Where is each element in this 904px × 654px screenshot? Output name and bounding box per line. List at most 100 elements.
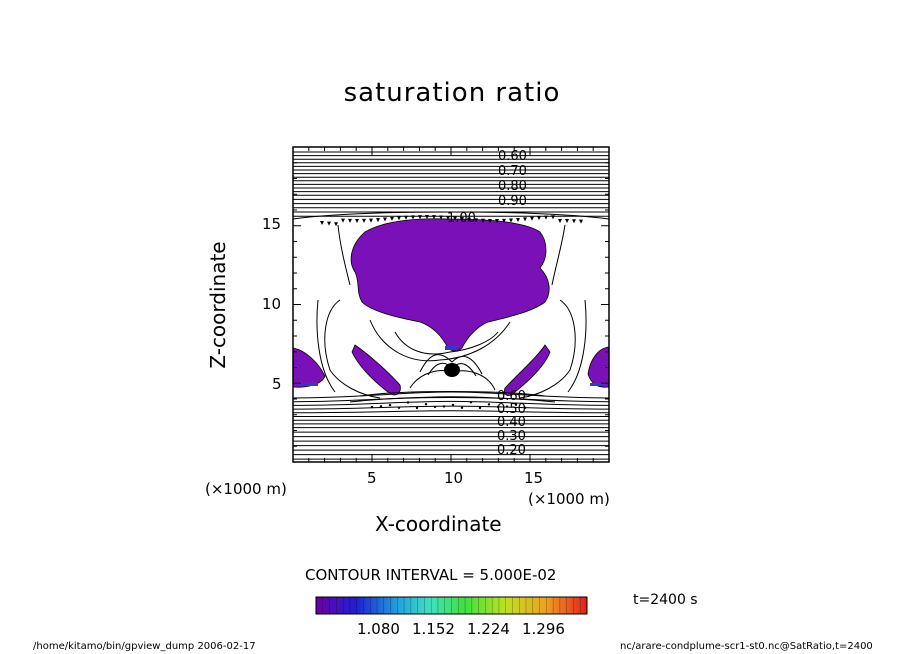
contour-tick [495,218,499,223]
contour-tick [379,405,383,408]
blue-fringe [298,383,318,386]
contour-tick [397,406,401,409]
contour-tick [415,406,419,410]
contour-tick [341,218,345,223]
contour-tick [544,215,548,220]
contour-value-label: 0.20 [497,443,526,458]
colorbar-tick-label: 1.080 [357,620,400,638]
contour-tick [530,216,534,221]
contour-tick [565,219,569,224]
contour-tick [451,403,455,407]
blue-fringe [590,383,606,386]
saturated-right-arm [503,344,551,396]
saturated-right-edge [587,346,609,388]
contour-line [293,410,609,414]
contour-value-label: 0.90 [498,194,527,209]
contour-tick [496,405,500,409]
colorbar-tick-label: 1.296 [522,620,565,638]
contour-value-labels: 0.200.300.400.500.60 [497,389,526,458]
axis-ticks [293,147,609,462]
y-tick-label: 10 [262,295,282,313]
contour-tick [579,219,583,224]
contour-tick [327,221,331,226]
contour-tick [453,216,457,221]
contour-tick [537,216,541,221]
contour-value-label: 0.30 [497,429,526,444]
contour-value-label: 0.60 [498,149,527,164]
contour-tick [446,215,450,220]
contour-tick [418,215,422,220]
inner-contours [316,224,587,403]
contour-tick [370,405,374,409]
contour-value-labels: 0.600.700.800.90 1.00 [447,149,527,226]
x-axis-unit-left: (×1000 m) [205,480,287,498]
contour-tick [514,403,518,406]
contour-tick [383,217,387,222]
colorbar-tick-label: 1.224 [467,620,510,638]
contour-tick [425,215,429,220]
contour-value-label: 1.00 [447,211,476,226]
contour-tick [505,405,509,408]
contour-tick [523,406,527,410]
x-tick-label: 10 [444,469,464,487]
contour-tick [460,406,464,409]
contour-tick [481,218,485,223]
x-axis-unit-right: (×1000 m) [528,490,610,508]
contour-tick [487,403,491,406]
contour-interval-label: CONTOUR INTERVAL = 5.000E-02 [305,566,557,584]
x-axis-label: X-coordinate [375,512,502,536]
contour-tick [362,218,366,223]
contour-tick [433,405,437,409]
contour-tick [460,217,464,222]
contour-tick [369,218,373,223]
contour-tick [558,219,562,224]
contour-tick [467,217,471,222]
contour-line [293,396,609,403]
x-tick-label: 5 [367,469,377,487]
contour-tick [376,218,380,223]
contour-tick [439,215,443,220]
saturated-left-arm [351,344,401,396]
y-tick-label: 5 [272,375,282,393]
contour-tick [390,216,394,221]
contour-value-label: 0.70 [498,164,527,179]
contour-tick [404,215,408,220]
contour-value-label: 0.60 [497,389,526,404]
contour-tick [516,217,520,222]
saturated-plume-region [350,218,550,352]
contour-value-label: 0.80 [498,179,527,194]
contour-tick [442,405,446,408]
colorbar-divisions [322,597,581,614]
central-core [444,363,460,377]
contour-value-label: 0.40 [497,415,526,430]
contour-tick [388,403,392,407]
contour-tick [320,221,324,225]
contour-tick [502,218,506,223]
blue-fringe [445,346,457,350]
contour-tick [488,218,492,223]
time-label: t=2400 s [633,592,698,608]
contour-tick [406,401,410,404]
chart-title: saturation ratio [343,78,561,108]
x-tick-label: 15 [524,469,544,487]
y-tick-label: 15 [262,215,282,233]
footer-source: nc/arare-condplume-scr1-st0.nc@SatRatio,… [620,641,873,652]
footer-path: /home/kitamo/bin/gpview_dump 2006-02-17 [33,641,256,652]
saturated-left-edge [293,347,326,388]
contour-tick [523,217,527,222]
contour-tick [509,218,513,223]
contour-tick [551,215,555,220]
contour-tick [572,219,576,224]
contour-tick [397,216,401,221]
contour-tick [424,403,428,406]
upper-contour-lines [293,151,609,220]
contour-tick [432,215,436,220]
contour-tick [348,218,352,223]
contour-tick [411,215,415,220]
contour-line [293,400,609,406]
contour-line [293,405,609,410]
contour-tick [474,218,478,223]
contour-tick [355,218,359,223]
contour-value-label: 0.50 [497,402,526,417]
